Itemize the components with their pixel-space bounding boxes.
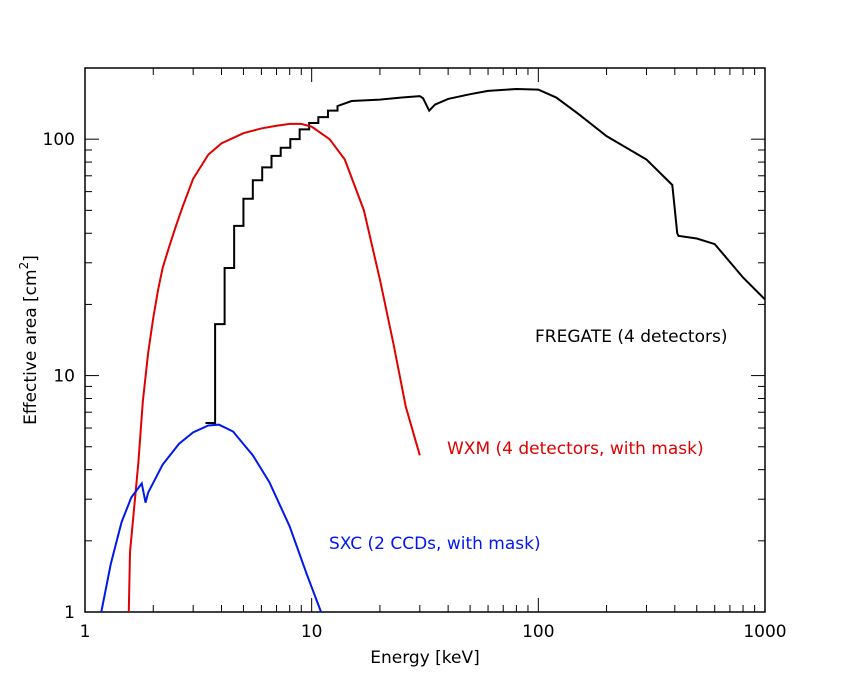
series-label-fregate: FREGATE (4 detectors) — [535, 327, 727, 347]
y-axis-title: Effective area [cm2] — [17, 255, 41, 425]
x-axis-title: Energy [keV] — [370, 648, 480, 668]
series-line-sxc — [100, 423, 322, 613]
series-label-wxm: WXM (4 detectors, with mask) — [447, 439, 704, 459]
axis-tick-labels: 1 10 100 1000 1 10 100 — [43, 130, 787, 642]
series-line-wxm — [127, 122, 421, 613]
y-tick-label: 100 — [43, 130, 75, 150]
plot-frame — [84, 67, 766, 613]
x-tick-label: 1 — [80, 622, 91, 642]
x-tick-label: 10 — [301, 622, 323, 642]
series-label-sxc: SXC (2 CCDs, with mask) — [329, 534, 541, 554]
x-tick-label: 1000 — [743, 622, 786, 642]
series-line-fregate — [205, 87, 766, 425]
y-tick-label: 1 — [64, 603, 75, 623]
x-tick-label: 100 — [522, 622, 554, 642]
axis-ticks — [84, 67, 766, 613]
series-lines — [100, 87, 766, 613]
y-tick-label: 10 — [53, 367, 75, 387]
